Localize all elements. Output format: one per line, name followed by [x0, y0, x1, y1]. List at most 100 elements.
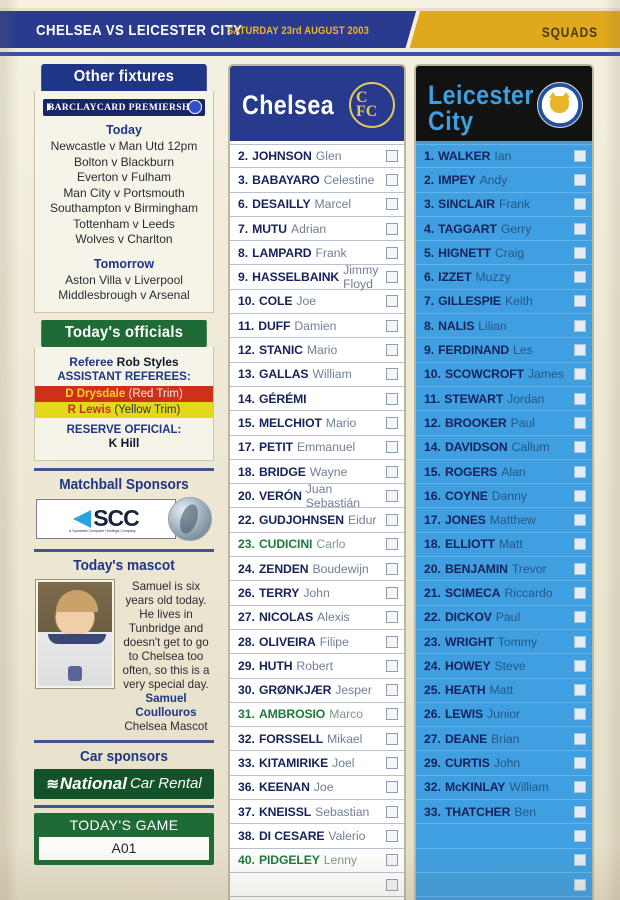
player-checkbox[interactable] [574, 659, 586, 672]
player-checkbox[interactable] [574, 198, 586, 211]
player-number: 17. [424, 513, 441, 528]
player-checkbox[interactable] [574, 538, 586, 551]
player-checkbox[interactable] [386, 416, 398, 429]
player-checkbox[interactable] [574, 854, 586, 867]
player-checkbox[interactable] [574, 635, 586, 648]
player-checkbox[interactable] [386, 465, 398, 478]
player-checkbox[interactable] [386, 854, 398, 867]
player-checkbox[interactable] [386, 757, 398, 770]
player-row: 20. BENJAMIN Trevor [416, 557, 592, 582]
player-checkbox[interactable] [386, 295, 398, 308]
player-checkbox[interactable] [574, 757, 586, 770]
player-checkbox[interactable] [386, 198, 398, 211]
player-surname: STANIC [258, 343, 303, 358]
player-checkbox[interactable] [386, 586, 398, 599]
player-checkbox[interactable] [386, 708, 398, 721]
player-firstname: Trevor [511, 561, 547, 576]
player-checkbox[interactable] [574, 465, 586, 478]
player-row: 40. PIDGELEY Lenny [230, 849, 404, 873]
player-number: 18. [424, 537, 441, 552]
player-checkbox[interactable] [574, 562, 586, 575]
player-checkbox[interactable] [574, 246, 586, 259]
player-number: 27. [424, 731, 441, 746]
matchball-sponsor-logo: SCC A Specialist Computer Holdings Compa… [34, 496, 214, 543]
player-firstname: Celestine [323, 172, 375, 187]
player-firstname: Damien [294, 318, 337, 333]
other-fixtures-body: BARCLAYCARD PREMIERSHIP Today Newcastle … [34, 91, 214, 313]
player-checkbox[interactable] [386, 659, 398, 672]
player-checkbox[interactable] [574, 781, 586, 794]
player-checkbox[interactable] [574, 368, 586, 381]
player-checkbox[interactable] [386, 732, 398, 745]
player-checkbox[interactable] [574, 295, 586, 308]
player-row: 6. DESAILLY Marcel [230, 193, 404, 217]
player-checkbox[interactable] [386, 611, 398, 624]
player-checkbox[interactable] [574, 514, 586, 527]
player-checkbox[interactable] [386, 684, 398, 697]
player-checkbox[interactable] [386, 150, 398, 163]
player-checkbox[interactable] [574, 392, 586, 405]
player-checkbox[interactable] [574, 173, 586, 186]
player-surname: CUDICINI [258, 537, 313, 552]
mascot-title: Today's mascot [73, 557, 175, 574]
player-firstname: Sebastian [315, 804, 370, 819]
player-checkbox[interactable] [386, 489, 398, 502]
player-checkbox[interactable] [386, 319, 398, 332]
player-checkbox[interactable] [574, 805, 586, 818]
player-number: 15. [424, 464, 441, 479]
player-checkbox[interactable] [386, 635, 398, 648]
scc-logo: SCC A Specialist Computer Holdings Compa… [36, 498, 176, 539]
player-surname: COYNE [444, 488, 488, 503]
player-number: 30. [238, 683, 255, 698]
player-checkbox[interactable] [574, 829, 586, 842]
player-firstname: Frank [315, 245, 347, 260]
player-checkbox[interactable] [574, 732, 586, 745]
player-checkbox[interactable] [386, 781, 398, 794]
player-checkbox[interactable] [574, 416, 586, 429]
player-checkbox[interactable] [574, 586, 586, 599]
player-checkbox[interactable] [386, 514, 398, 527]
player-checkbox[interactable] [386, 271, 398, 284]
player-checkbox[interactable] [386, 829, 398, 842]
player-row: 33. KITAMIRIKE Joel [230, 751, 404, 776]
player-surname: DAVIDSON [444, 440, 508, 455]
player-checkbox[interactable] [574, 271, 586, 284]
player-checkbox[interactable] [574, 222, 586, 235]
player-checkbox[interactable] [574, 684, 586, 697]
player-checkbox[interactable] [386, 344, 398, 357]
player-checkbox[interactable] [386, 368, 398, 381]
player-surname: COLE [258, 294, 293, 309]
player-checkbox[interactable] [386, 562, 398, 575]
player-number: 12. [424, 415, 441, 430]
chelsea-crest-icon: C FC [349, 82, 395, 128]
player-checkbox[interactable] [386, 222, 398, 235]
player-number: 33. [424, 804, 441, 819]
player-firstname: John [303, 585, 330, 600]
player-checkbox[interactable] [386, 878, 398, 891]
player-row [416, 824, 592, 849]
player-checkbox[interactable] [386, 246, 398, 259]
player-surname: HIGNETT [438, 245, 491, 260]
player-checkbox[interactable] [574, 441, 586, 454]
player-firstname: Alexis [317, 610, 350, 625]
player-checkbox[interactable] [386, 173, 398, 186]
player-checkbox[interactable] [386, 538, 398, 551]
player-firstname: James [527, 367, 564, 382]
player-checkbox[interactable] [574, 489, 586, 502]
player-checkbox[interactable] [574, 708, 586, 721]
player-firstname: Andy [479, 172, 508, 187]
player-checkbox[interactable] [386, 392, 398, 405]
player-checkbox[interactable] [386, 805, 398, 818]
player-checkbox[interactable] [574, 150, 586, 163]
player-checkbox[interactable] [574, 611, 586, 624]
player-checkbox[interactable] [574, 319, 586, 332]
player-firstname: Adrian [290, 221, 327, 236]
player-surname: PIDGELEY [258, 853, 320, 868]
player-surname: FORSSELL [258, 731, 324, 746]
other-fixtures-panel: Other fixtures BARCLAYCARD PREMIERSHIP T… [34, 64, 214, 313]
player-checkbox[interactable] [574, 878, 586, 891]
player-checkbox[interactable] [386, 441, 398, 454]
fixture-item: Aston Villa v Liverpool [65, 272, 183, 287]
player-checkbox[interactable] [574, 344, 586, 357]
player-firstname: Junior [487, 707, 521, 722]
